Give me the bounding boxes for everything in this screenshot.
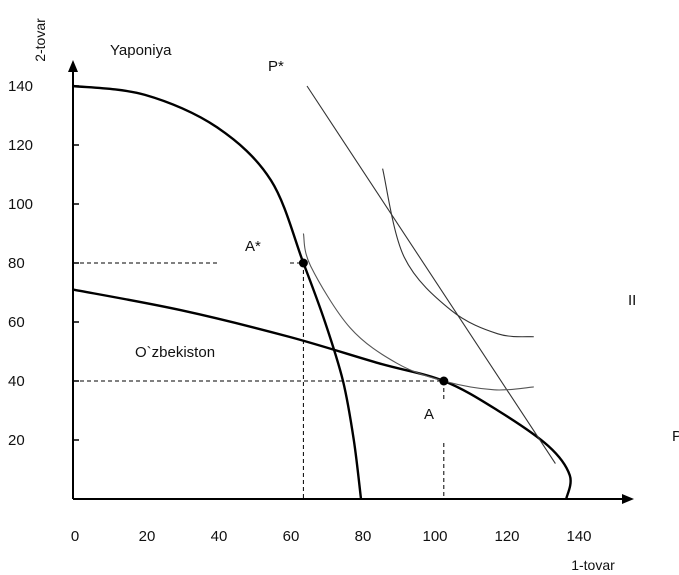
label-ii: II <box>628 292 636 309</box>
x-tick-label: 120 <box>494 528 519 545</box>
ppf-uzbekiston <box>72 288 572 500</box>
label-p-star: P* <box>268 58 284 75</box>
y-tick-label: 120 <box>8 137 33 154</box>
point-a-star <box>298 258 308 268</box>
ticks-group: 0 20 40 60 80 100 120 140 20 40 60 80 100 120 140 <box>8 78 592 545</box>
indifference-curve-i <box>302 233 534 391</box>
y-tick-label: 100 <box>8 196 33 213</box>
y-tick-label: 40 <box>8 373 25 390</box>
ppf-yaponiya <box>72 84 363 500</box>
x-axis-label: 1-tovar <box>571 557 615 573</box>
label-p: P <box>672 428 679 445</box>
y-tick-label: 20 <box>8 432 25 449</box>
y-axis-label: 2-tovar <box>32 18 48 62</box>
x-tick-label: 0 <box>71 528 79 545</box>
points-group <box>298 258 449 386</box>
y-axis-arrow <box>68 60 78 72</box>
y-tick-label: 60 <box>8 314 25 331</box>
label-yaponiya: Yaponiya <box>110 42 172 59</box>
x-axis-arrow <box>622 494 634 504</box>
x-tick-label: 60 <box>283 528 300 545</box>
point-a <box>439 376 449 386</box>
x-tick-label: 20 <box>139 528 156 545</box>
label-a: A <box>424 406 434 423</box>
axes <box>68 60 634 504</box>
y-tick-label: 140 <box>8 78 33 95</box>
label-uzbekiston: O`zbekiston <box>135 344 215 361</box>
x-tick-label: 140 <box>566 528 591 545</box>
indifference-curve-ii <box>382 168 534 338</box>
x-tick-label: 80 <box>355 528 372 545</box>
series-group <box>72 84 572 500</box>
x-tick-label: 40 <box>211 528 228 545</box>
x-tick-label: 100 <box>422 528 447 545</box>
label-a-star: A* <box>245 238 261 255</box>
guide-lines <box>73 262 445 499</box>
y-tick-label: 80 <box>8 255 25 272</box>
price-line <box>306 85 556 464</box>
